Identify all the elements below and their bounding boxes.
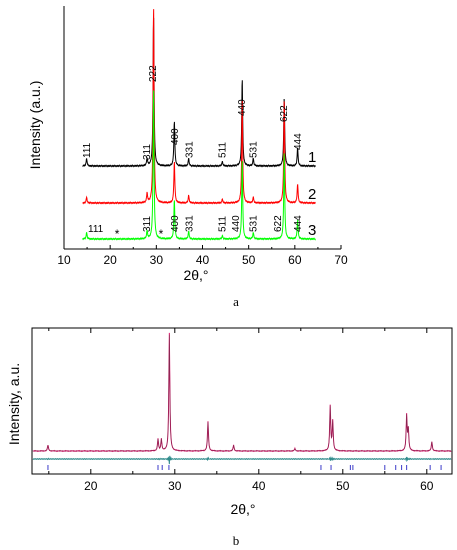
panel-b-observed-trace (32, 332, 452, 453)
panel-b-frame (31, 327, 453, 475)
panel-a-peak-label: 511 (217, 142, 228, 158)
panel-a-trace-label: 2 (308, 186, 316, 203)
panel-b-calculated-trace (32, 334, 452, 452)
panel-b-x-tick-label: 50 (336, 479, 350, 493)
panel-a-peak-label: 311 (142, 216, 153, 232)
panel-b-x-tick-label: 40 (252, 479, 266, 493)
panel-b-x-tick-label: 30 (168, 479, 182, 493)
panel-a-peak-label: 440 (231, 215, 242, 232)
panel-a-peak-label: 222 (148, 65, 159, 82)
panel-b-reflection-markers (47, 465, 442, 470)
panel-a-impurity-marker: * (115, 227, 120, 241)
panel-a-x-tick-label: 60 (288, 253, 302, 267)
panel-a-trace-1 (82, 17, 316, 168)
panel-b-difference-trace (32, 455, 452, 465)
panel-a-x-tick-label: 40 (196, 253, 210, 267)
panel-a-trace-3 (82, 90, 316, 241)
panel-b-x-tick-label: 60 (420, 479, 434, 493)
panel-b-traces (32, 332, 452, 465)
panel-a-traces (82, 9, 316, 241)
panel-a-x-tick-labels: 10 20 30 40 50 60 70 (57, 253, 348, 267)
panel-a-peak-label: 331 (185, 141, 196, 158)
panel-a-peak-label: 531 (248, 215, 259, 232)
panel-a-peak-label: 331 (185, 215, 196, 232)
panel-a-caption: a (233, 294, 239, 309)
panel-b-x-tick-label: 20 (84, 479, 98, 493)
panel-a-impurity-marker: * (159, 227, 164, 241)
panel-a-trace-2 (82, 9, 316, 205)
panel-b-caption: b (233, 533, 240, 548)
panel-b: 20 30 40 50 60 Intensity, a.u. 2θ,° b (6, 327, 453, 548)
panel-a-peak-label: 400 (170, 128, 181, 145)
panel-a-x-tick-label: 10 (57, 253, 71, 267)
panel-a-peak-label: 440 (237, 99, 248, 116)
panel-a-x-ticks (63, 245, 342, 249)
panel-a-peak-label: 531 (248, 141, 259, 158)
panel-b-y-axis-label: Intensity, a.u. (6, 363, 22, 445)
panel-a-peak-label: 622 (273, 215, 284, 232)
panel-b-x-ticks (48, 328, 428, 474)
panel-a-x-tick-label: 20 (103, 253, 117, 267)
panel-a-trace-labels: 1 2 3 (308, 149, 316, 239)
panel-a-peak-label: 111 (88, 224, 104, 235)
panel-a-trace-label: 3 (308, 222, 316, 239)
panel-a-y-axis-label: Intensity (a.u.) (27, 81, 43, 170)
panel-a-x-tick-label: 30 (150, 253, 164, 267)
panel-a-peak-label: 444 (293, 133, 304, 150)
panel-a-peak-label: 444 (293, 215, 304, 232)
panel-a-peak-label: 311 (142, 144, 153, 160)
panel-a-peak-label: 511 (217, 216, 228, 232)
panel-a-x-tick-label: 50 (242, 253, 256, 267)
panel-a-peak-label: 622 (279, 105, 290, 122)
panel-a-peak-label: 111 (82, 142, 93, 158)
panel-a-peak-label: 400 (170, 215, 181, 232)
panel-a-trace-label: 1 (308, 149, 316, 166)
panel-a-x-axis-label: 2θ,° (183, 267, 208, 283)
panel-a-x-tick-label: 70 (334, 253, 348, 267)
panel-b-x-tick-labels: 20 30 40 50 60 (84, 479, 434, 493)
panel-b-x-axis-label: 2θ,° (230, 501, 255, 517)
